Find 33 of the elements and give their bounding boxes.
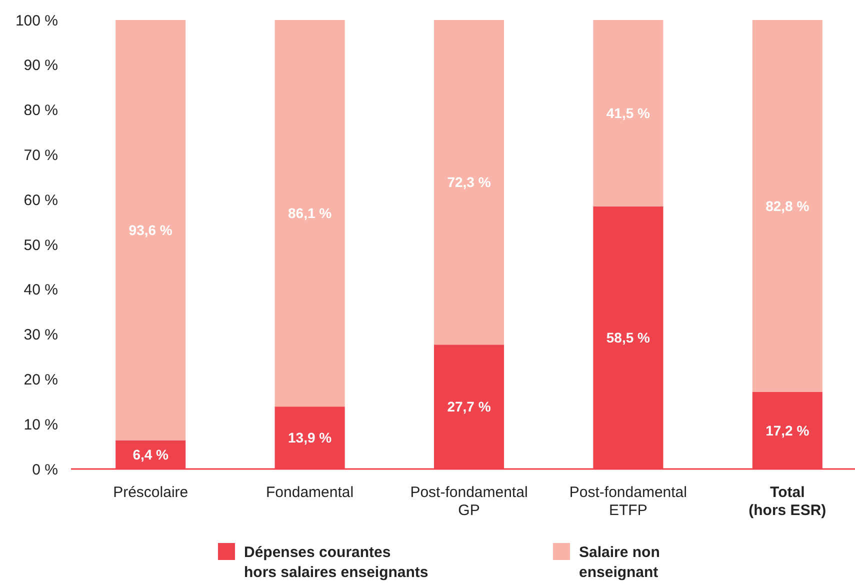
y-tick-label: 40 % bbox=[24, 282, 58, 299]
bar bbox=[434, 20, 504, 345]
y-tick-label: 30 % bbox=[24, 326, 58, 344]
data-label: 27,7 % bbox=[447, 398, 492, 415]
y-tick-label: 70 % bbox=[24, 146, 58, 164]
x-tick-label: Post-fondamental GP bbox=[410, 484, 528, 519]
data-label: 82,8 % bbox=[766, 198, 810, 214]
bar bbox=[274, 20, 345, 407]
y-tick-label: 20 % bbox=[24, 371, 58, 388]
data-label: 17,2 % bbox=[766, 422, 810, 438]
legend-label: Salaire non enseignant bbox=[579, 544, 660, 581]
data-label: 6,4 % bbox=[132, 446, 170, 463]
data-label: 86,1 % bbox=[288, 205, 332, 222]
data-label: 72,3 % bbox=[447, 174, 492, 190]
x-tick-label: Préscolaire bbox=[113, 484, 188, 501]
x-tick-label: Post-fondamental ETFP bbox=[569, 484, 687, 519]
data-label: 93,6 % bbox=[128, 222, 173, 238]
y-tick-label: 0 % bbox=[32, 461, 58, 478]
y-tick-label: 80 % bbox=[24, 102, 58, 120]
y-tick-label: 60 % bbox=[24, 192, 58, 209]
y-tick-label: 50 % bbox=[24, 236, 58, 254]
x-tick-label: Total (hors ESR) bbox=[748, 484, 826, 519]
data-label: 58,5 % bbox=[606, 330, 651, 346]
bar bbox=[752, 20, 822, 392]
y-tick-label: 90 % bbox=[24, 57, 58, 74]
data-label: 13,9 % bbox=[288, 430, 332, 446]
bar bbox=[116, 20, 186, 440]
x-tick-label: Fondamental bbox=[266, 484, 354, 501]
legend-label: Dépenses courantes hors salaires enseignants bbox=[244, 544, 428, 581]
y-tick-label: 100 % bbox=[15, 12, 58, 30]
y-tick-label: 10 % bbox=[24, 416, 58, 434]
data-label: 41,5 % bbox=[606, 105, 651, 122]
bar bbox=[593, 20, 664, 206]
